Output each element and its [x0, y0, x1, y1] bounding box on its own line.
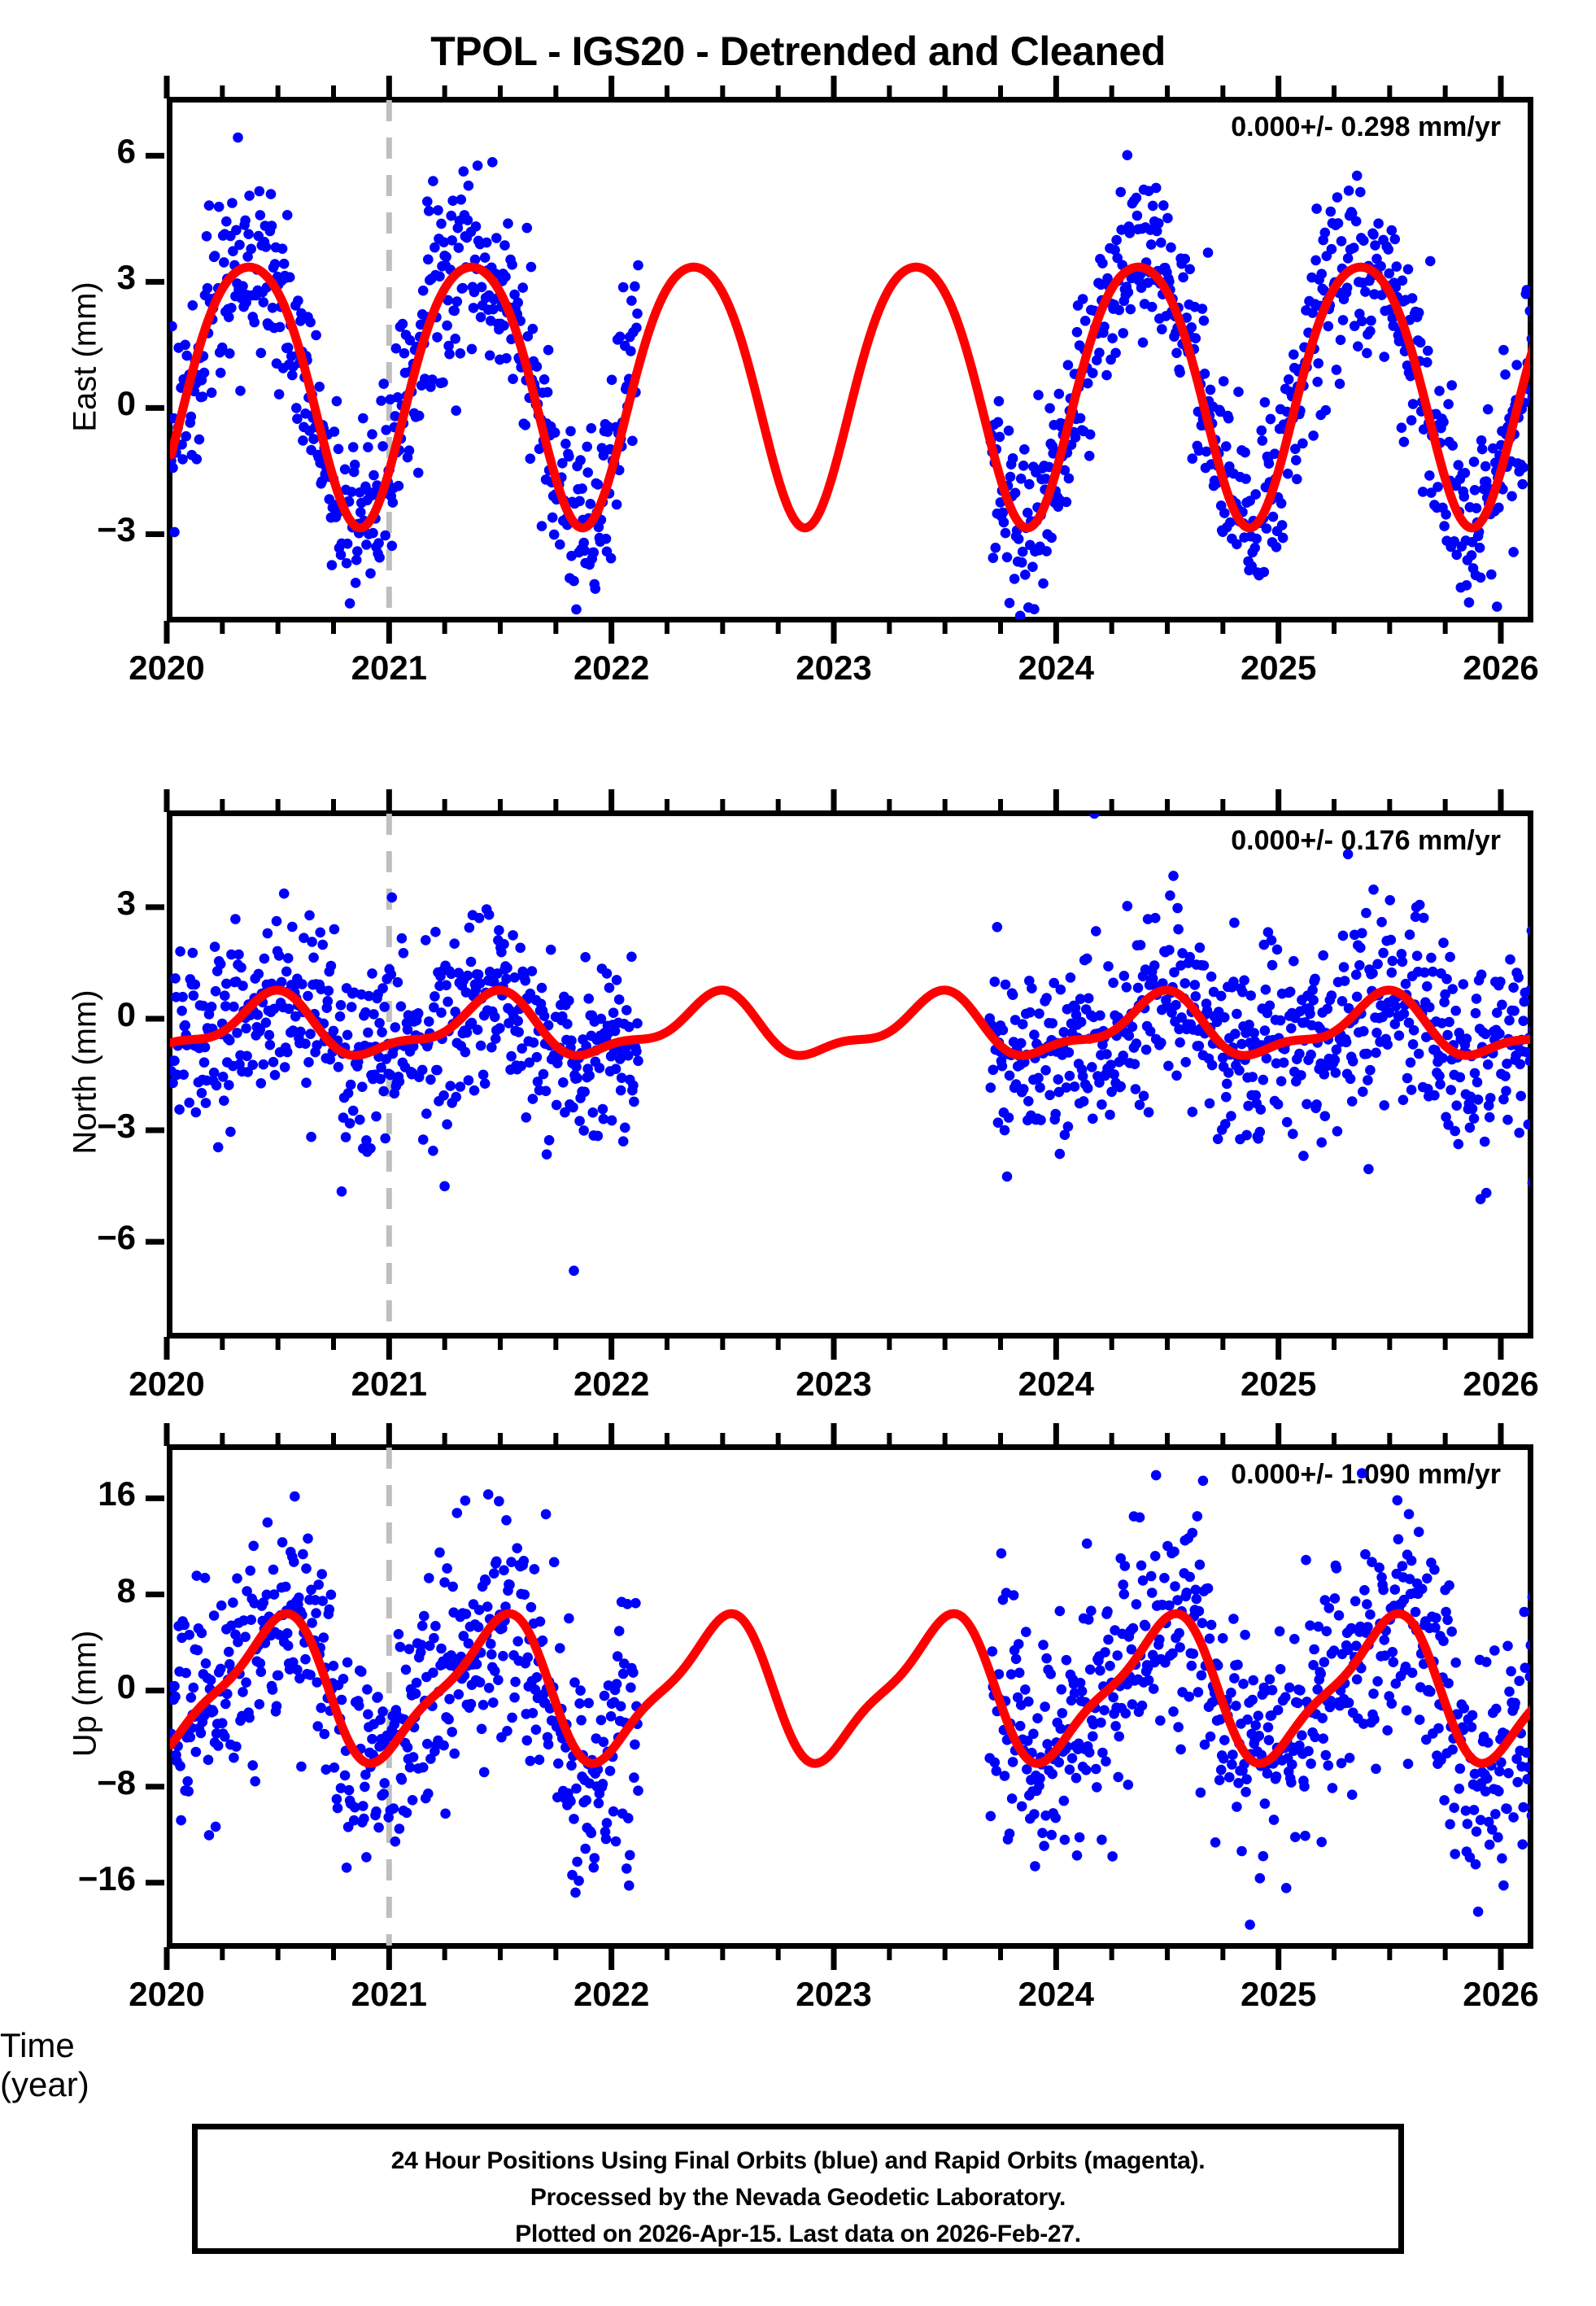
y-tick-label-east-2: 0: [116, 384, 136, 423]
y-tick-label-east-0: 6: [116, 132, 136, 171]
x-tick-label-p3-2020: 2020: [129, 1975, 205, 2013]
x-tick-label-p1-2020: 2020: [129, 649, 205, 687]
rate-annotation-up: 0.000+/- 1.090 mm/yr: [1231, 1459, 1501, 1490]
x-tick-label-p2-2023: 2023: [796, 1365, 872, 1403]
x-tick-label-p2-2026: 2026: [1463, 1365, 1539, 1403]
x-tick-label-p2-2020: 2020: [129, 1365, 205, 1403]
y-tick-label-up-1: 8: [116, 1570, 136, 1609]
plot-area-east[interactable]: [167, 97, 1533, 622]
y-tick-label-north-0: 3: [116, 883, 136, 922]
x-tick-label-p1-2025: 2025: [1240, 649, 1317, 687]
rate-annotation-east: 0.000+/- 0.298 mm/yr: [1231, 111, 1501, 142]
x-tick-label-p2-2022: 2022: [573, 1365, 650, 1403]
x-tick-label-p1-2023: 2023: [796, 649, 872, 687]
x-tick-label-p3-2023: 2023: [796, 1975, 872, 2013]
y-tick-label-east-1: 3: [116, 258, 136, 297]
x-tick-label-p1-2021: 2021: [351, 649, 428, 687]
y-tick-label-up-2: 0: [116, 1666, 136, 1705]
x-tick-label-p2-2024: 2024: [1018, 1365, 1095, 1403]
x-tick-label-p3-2026: 2026: [1463, 1975, 1539, 2013]
x-tick-label-p3-2021: 2021: [351, 1975, 428, 2013]
x-tick-label-p2-2021: 2021: [351, 1365, 428, 1403]
rate-annotation-north: 0.000+/- 0.176 mm/yr: [1231, 825, 1501, 856]
x-tick-label-p3-2024: 2024: [1018, 1975, 1095, 2013]
y-axis-label-east: East (mm): [67, 282, 103, 432]
y-tick-label-up-0: 16: [98, 1474, 136, 1513]
plot-area-north[interactable]: [167, 810, 1533, 1339]
x-tick-label-p1-2022: 2022: [573, 649, 650, 687]
y-tick-label-east-3: −3: [97, 510, 136, 549]
x-tick-label-p1-2026: 2026: [1463, 649, 1539, 687]
page-title: TPOL - IGS20 - Detrended and Cleaned: [430, 28, 1166, 74]
y-tick-label-up-4: −16: [77, 1858, 136, 1898]
x-tick-label-p3-2022: 2022: [573, 1975, 650, 2013]
y-tick-label-up-3: −8: [97, 1762, 136, 1802]
footer-line-3: Plotted on 2026-Apr-15. Last data on 202…: [515, 2221, 1081, 2247]
x-tick-label-p3-2025: 2025: [1240, 1975, 1317, 2013]
y-tick-label-north-3: −6: [97, 1218, 136, 1257]
x-tick-label-p1-2024: 2024: [1018, 649, 1095, 687]
y-axis-label-north: North (mm): [67, 989, 103, 1155]
x-tick-label-p2-2025: 2025: [1240, 1365, 1317, 1403]
footer-line-1: 24 Hour Positions Using Final Orbits (bl…: [390, 2147, 1206, 2174]
footer-line-2: Processed by the Nevada Geodetic Laborat…: [530, 2184, 1066, 2211]
footer-caption-box: 24 Hour Positions Using Final Orbits (bl…: [192, 2124, 1404, 2254]
y-tick-label-north-1: 0: [116, 994, 136, 1033]
plot-area-up[interactable]: [167, 1444, 1533, 1949]
y-tick-label-north-2: −3: [97, 1107, 136, 1146]
